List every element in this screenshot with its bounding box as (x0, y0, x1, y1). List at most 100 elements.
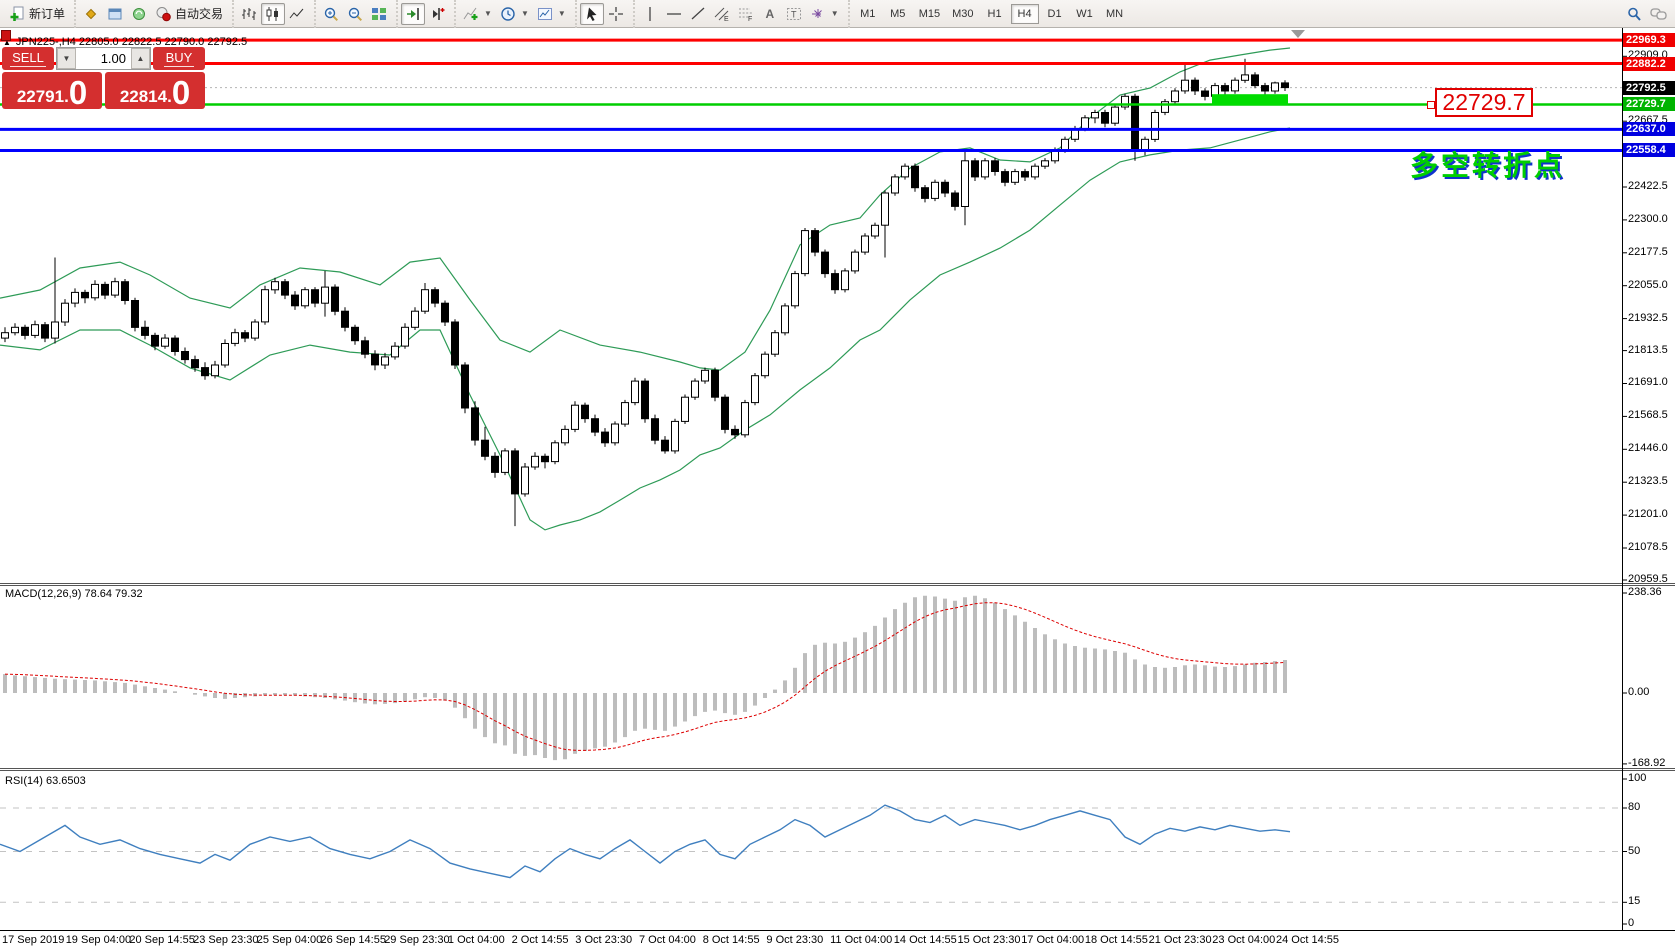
equidistant-channel-icon: E (714, 6, 730, 22)
chart-window[interactable]: 22909.0 22667.5 22545.0 22422.5 22300.0 22177… (0, 28, 1675, 951)
autotrading-label: 自动交易 (175, 7, 224, 21)
bar-chart-icon (241, 6, 257, 22)
autotrading-button[interactable]: 自动交易 (151, 3, 227, 25)
equidistant-channel-button[interactable]: E (710, 3, 734, 25)
sell-price-big-digit: 0 (68, 74, 88, 111)
candlestick-chart-button[interactable] (261, 2, 286, 25)
timeframe-M15[interactable]: M15 (914, 4, 945, 24)
signal-icon (131, 6, 147, 22)
volume-decrease-button[interactable]: ▼ (57, 48, 76, 69)
rsi-indicator-label: RSI(14) 63.6503 (5, 775, 86, 787)
chart-shift-button[interactable] (425, 3, 449, 25)
sell-button[interactable]: SELL (2, 47, 54, 70)
timeframe-W1[interactable]: W1 (1071, 4, 1099, 24)
cursor-button[interactable] (579, 2, 604, 25)
crosshair-button[interactable] (604, 3, 628, 25)
vertical-line-icon (642, 6, 658, 22)
tile-windows-button[interactable] (367, 3, 391, 25)
scroll-to-end-icon (405, 6, 421, 22)
timeframe-H4[interactable]: H4 (1010, 3, 1039, 24)
periods-clock-icon (500, 6, 516, 22)
candlestick-chart-icon (265, 6, 281, 22)
price-label-anchor[interactable] (1427, 101, 1435, 109)
horizontal-line-button[interactable] (662, 3, 686, 25)
trendline-button[interactable] (686, 3, 710, 25)
fibonacci-icon: F (738, 6, 754, 22)
autotrading-icon (155, 6, 171, 22)
sell-label: SELL (10, 50, 46, 67)
line-chart-button[interactable] (285, 3, 309, 25)
new-order-button[interactable]: 新订单 (5, 3, 69, 25)
svg-text:F: F (748, 16, 752, 22)
volume-value[interactable]: 1.00 (100, 51, 126, 66)
periods-button[interactable]: ▼ (496, 3, 533, 25)
horizontal-line-objects[interactable] (0, 38, 1622, 152)
buy-price-box[interactable]: 22814. 0 (105, 72, 205, 109)
zoom-group (314, 0, 394, 28)
signal-button[interactable] (127, 3, 151, 25)
chinese-annotation-text[interactable]: 多空转折点 (1410, 150, 1566, 181)
macd-histogram (3, 595, 1287, 761)
bar-chart-button[interactable] (237, 3, 261, 25)
text-label-button[interactable]: T (782, 3, 806, 25)
data-window-button[interactable] (103, 3, 127, 25)
vertical-line-button[interactable] (638, 3, 662, 25)
new-order-label: 新订单 (29, 7, 66, 21)
market-watch-button[interactable] (79, 3, 103, 25)
fibonacci-button[interactable]: F (734, 3, 758, 25)
bollinger-bands (0, 47, 1291, 531)
new-order-icon (9, 6, 25, 22)
indicators-caret-icon: ▼ (484, 9, 492, 18)
timeframe-MN[interactable]: MN (1101, 4, 1129, 24)
chart-canvas[interactable] (0, 28, 1675, 951)
indicators-button[interactable]: ▼ (459, 3, 496, 25)
pane-frames (0, 28, 1675, 931)
green-rectangle-object[interactable] (1212, 94, 1288, 106)
search-button[interactable] (1622, 3, 1646, 25)
buy-button[interactable]: BUY (153, 47, 205, 70)
drawing-group: E F A T ▼ (632, 0, 846, 28)
chart-type-group (232, 0, 312, 28)
data-window-icon (107, 6, 123, 22)
volume-increase-button[interactable]: ▲ (131, 48, 150, 69)
timeframe-H1[interactable]: H1 (981, 4, 1009, 24)
timeframe-D1[interactable]: D1 (1041, 4, 1069, 24)
zoom-in-button[interactable] (319, 3, 343, 25)
buy-label: BUY (163, 50, 195, 67)
zoom-out-button[interactable] (343, 3, 367, 25)
timeframe-M30[interactable]: M30 (947, 4, 978, 24)
text-icon: A (762, 6, 778, 22)
main-toolbar: 新订单 自动交易 ▼ ▼ ▼ (0, 0, 1675, 28)
timeframe-M1[interactable]: M1 (854, 4, 882, 24)
price-callout-label[interactable]: 22729.7 (1435, 88, 1533, 117)
templates-button[interactable]: ▼ (533, 3, 570, 25)
chart-menu-icon[interactable] (1, 30, 11, 41)
chat-button[interactable] (1646, 3, 1672, 25)
rsi-line (0, 804, 1291, 879)
macd-signal-line (4, 602, 1286, 751)
buy-price-big-digit: 0 (171, 74, 191, 111)
text-label-icon: T (786, 6, 802, 22)
volume-box: ▼ 1.00 ▲ (56, 47, 151, 70)
svg-text:T: T (791, 9, 797, 19)
shift-group (396, 0, 452, 28)
candles (1, 58, 1289, 527)
arrows-button[interactable]: ▼ (806, 3, 843, 25)
timeframe-M5[interactable]: M5 (884, 4, 912, 24)
indicators-icon (463, 6, 479, 22)
service-group: 自动交易 (74, 0, 230, 28)
chart-shift-marker-icon[interactable] (1291, 30, 1305, 38)
text-button[interactable]: A (758, 3, 782, 25)
crosshair-icon (608, 6, 624, 22)
sell-price-box[interactable]: 22791. 0 (2, 72, 102, 109)
templates-caret-icon: ▼ (557, 9, 566, 18)
svg-text:A: A (765, 7, 774, 21)
zoom-in-icon (323, 6, 339, 22)
arrows-caret-icon: ▼ (830, 9, 839, 18)
sell-price: 22791. (16, 87, 69, 106)
scroll-to-end-button[interactable] (401, 2, 426, 25)
macd-indicator-label: MACD(12,26,9) 78.64 79.32 (5, 588, 143, 600)
symbol-ohlc-text: JPN225-,H4 22805.0 22822.5 22790.0 22792… (15, 36, 248, 48)
tile-windows-icon (371, 6, 387, 22)
